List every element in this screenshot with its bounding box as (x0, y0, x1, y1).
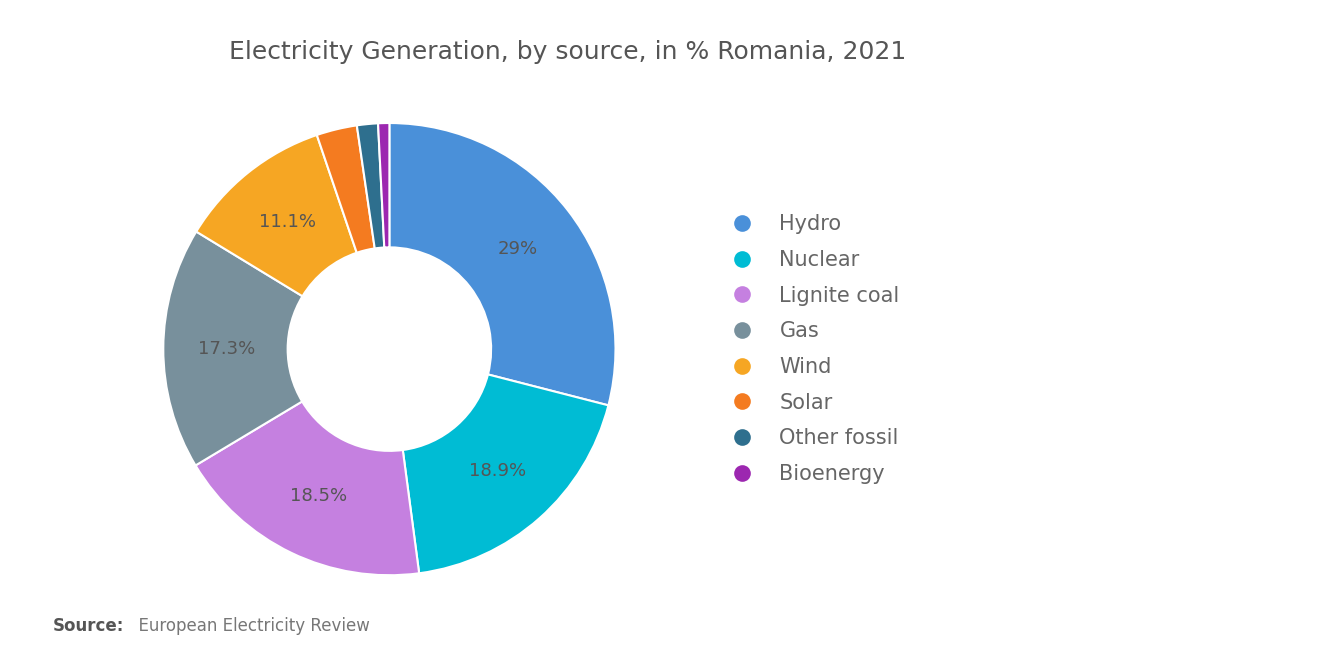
Wedge shape (164, 231, 302, 466)
Text: 18.5%: 18.5% (290, 487, 347, 505)
Wedge shape (195, 402, 420, 575)
Text: European Electricity Review: European Electricity Review (128, 617, 370, 635)
Wedge shape (356, 123, 384, 249)
Text: Electricity Generation, by source, in % Romania, 2021: Electricity Generation, by source, in % … (228, 40, 907, 64)
Wedge shape (317, 126, 375, 253)
Legend: Hydro, Nuclear, Lignite coal, Gas, Wind, Solar, Other fossil, Bioenergy: Hydro, Nuclear, Lignite coal, Gas, Wind,… (710, 204, 909, 494)
Text: 11.1%: 11.1% (259, 213, 315, 231)
Wedge shape (378, 123, 389, 247)
Text: 17.3%: 17.3% (198, 340, 255, 358)
Text: 18.9%: 18.9% (469, 462, 525, 480)
Wedge shape (389, 123, 615, 406)
Text: Source:: Source: (53, 617, 124, 635)
Wedge shape (197, 135, 356, 296)
Text: 29%: 29% (498, 240, 539, 258)
Wedge shape (403, 374, 609, 573)
